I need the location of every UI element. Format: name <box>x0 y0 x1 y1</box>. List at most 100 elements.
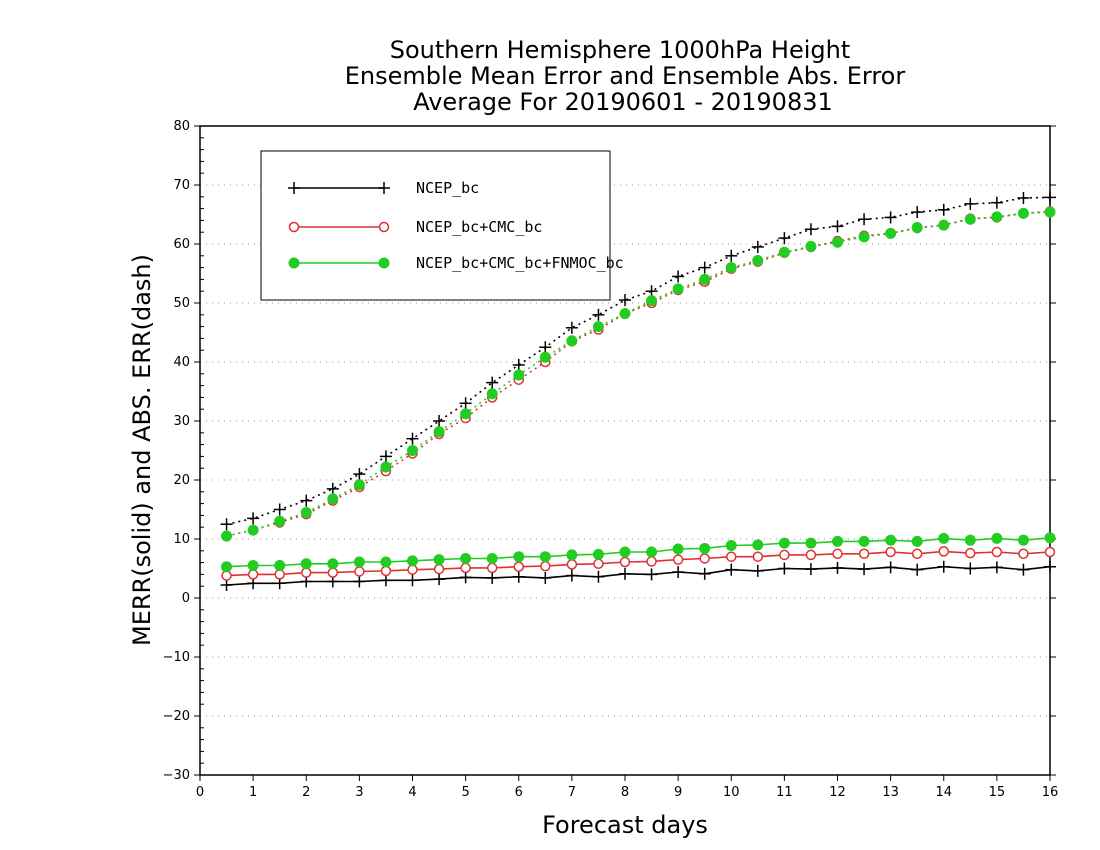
data-point <box>752 539 764 551</box>
legend-marker <box>378 182 390 194</box>
data-point <box>513 561 524 572</box>
data-point <box>911 563 924 576</box>
legend-marker <box>288 182 300 194</box>
data-point <box>938 546 949 557</box>
series-ncep-bc-abs-error <box>220 191 1056 531</box>
y-tick-label: −10 <box>163 650 190 665</box>
data-point <box>592 570 605 583</box>
data-point <box>778 232 791 245</box>
y-tick-label: 10 <box>173 532 190 547</box>
data-point <box>539 551 551 563</box>
data-point <box>805 537 817 549</box>
legend-entry: NCEP_bc+CMC_bc <box>288 218 542 236</box>
data-point <box>779 549 790 561</box>
data-point <box>858 563 871 576</box>
data-point <box>619 294 631 307</box>
data-point <box>1017 563 1030 576</box>
data-point <box>1017 534 1029 546</box>
data-point <box>513 369 525 381</box>
data-point <box>593 558 604 570</box>
data-point <box>406 432 419 445</box>
data-point <box>699 542 711 554</box>
data-point <box>1017 207 1029 219</box>
data-point <box>698 567 711 580</box>
data-point <box>433 554 445 566</box>
data-point <box>964 213 976 225</box>
legend-entry: NCEP_bc <box>288 179 479 197</box>
data-point <box>991 211 1003 223</box>
data-point <box>619 567 631 580</box>
legend-marker <box>288 221 300 233</box>
data-point <box>858 213 871 226</box>
y-tick-label: 60 <box>173 237 190 252</box>
data-point <box>832 236 843 248</box>
x-axis-label: Forecast days <box>542 811 708 839</box>
data-point <box>460 408 472 420</box>
data-point <box>274 569 285 580</box>
data-point <box>778 562 791 575</box>
x-tick-label: 16 <box>1042 785 1059 800</box>
grid-lines <box>200 184 1050 717</box>
data-point <box>751 564 764 577</box>
data-point <box>1018 548 1029 559</box>
legend-entry: NCEP_bc+CMC_bc+FNMOC_bc <box>288 254 624 272</box>
data-point <box>565 321 578 334</box>
data-point <box>327 493 339 505</box>
data-point <box>539 351 551 363</box>
data-point <box>990 561 1003 574</box>
data-point <box>858 231 870 243</box>
data-point <box>831 561 844 574</box>
y-tick-label: −30 <box>163 768 190 783</box>
data-point <box>460 562 471 574</box>
data-point <box>566 335 578 347</box>
x-tick-label: 0 <box>196 785 204 800</box>
data-point <box>353 575 366 588</box>
data-point <box>459 397 472 410</box>
data-point <box>406 574 419 587</box>
data-point <box>964 562 977 575</box>
data-point <box>221 530 233 542</box>
data-point <box>433 415 446 427</box>
data-point <box>725 539 737 551</box>
data-point <box>407 445 418 456</box>
data-point <box>937 560 950 573</box>
data-point <box>540 560 551 572</box>
data-point <box>938 219 950 231</box>
data-point <box>300 506 312 518</box>
data-point <box>380 461 392 473</box>
data-point <box>486 571 499 584</box>
data-point <box>832 535 843 547</box>
data-point <box>672 554 684 565</box>
data-point <box>460 552 472 564</box>
x-tick-label: 8 <box>621 785 629 800</box>
x-tick-label: 14 <box>935 785 952 800</box>
data-point <box>672 283 684 295</box>
data-point <box>459 571 472 584</box>
data-point <box>353 468 366 481</box>
data-point <box>937 203 950 216</box>
y-axis-label: MERR(solid) and ABS. ERR(dash) <box>128 254 156 646</box>
data-point <box>804 563 817 576</box>
data-point <box>566 559 578 570</box>
data-point <box>804 223 817 236</box>
data-point <box>805 240 817 252</box>
data-point <box>353 556 365 568</box>
data-point <box>565 569 578 582</box>
data-point <box>752 551 764 562</box>
data-point <box>327 567 339 578</box>
data-point <box>300 558 312 570</box>
x-tick-label: 11 <box>776 785 793 800</box>
data-point <box>645 568 658 581</box>
data-point <box>832 548 843 559</box>
data-point <box>990 196 1003 209</box>
data-point <box>1044 560 1056 573</box>
data-point <box>221 561 233 573</box>
chart-title: Southern Hemisphere 1000hPa Height Ensem… <box>345 36 906 116</box>
data-point <box>247 512 260 525</box>
data-point <box>991 532 1003 544</box>
data-point <box>1044 206 1056 218</box>
data-point <box>805 549 817 561</box>
data-point <box>353 479 365 491</box>
